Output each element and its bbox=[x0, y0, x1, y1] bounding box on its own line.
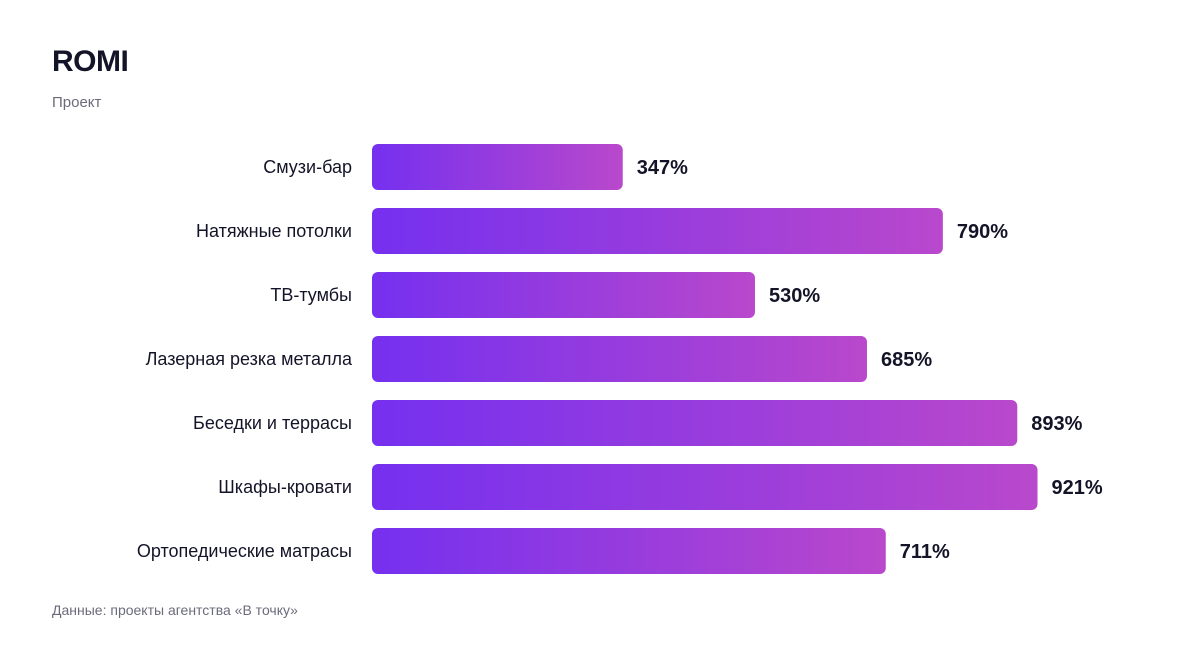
bar bbox=[372, 400, 1018, 446]
value-label: 790% bbox=[957, 221, 1008, 243]
category-label: Беседки и террасы bbox=[193, 413, 352, 433]
category-label: Лазерная резка металла bbox=[146, 349, 353, 369]
bar bbox=[372, 144, 623, 190]
value-label: 893% bbox=[1031, 413, 1082, 435]
bar bbox=[372, 464, 1038, 510]
category-label: Смузи-бар bbox=[263, 157, 352, 177]
category-label: Шкафы-кровати bbox=[218, 477, 352, 497]
value-label: 530% bbox=[769, 285, 820, 307]
value-label: 347% bbox=[637, 157, 688, 179]
chart-title: ROMI bbox=[52, 45, 129, 78]
bar bbox=[372, 272, 755, 318]
bars-group: Смузи-бар 347% Натяжные потолки 790% ТВ-тумб… bbox=[137, 144, 1103, 574]
bar bbox=[372, 208, 943, 254]
bar bbox=[372, 528, 886, 574]
category-label: Ортопедические матрасы bbox=[137, 541, 352, 561]
bar bbox=[372, 336, 867, 382]
value-label: 711% bbox=[900, 541, 950, 563]
value-label: 921% bbox=[1052, 477, 1103, 499]
chart-subtitle: Проект bbox=[52, 94, 102, 111]
category-label: ТВ-тумбы bbox=[270, 285, 352, 305]
data-source-note: Данные: проекты агентства «В точку» bbox=[52, 602, 298, 618]
value-label: 685% bbox=[881, 349, 932, 371]
category-label: Натяжные потолки bbox=[196, 221, 352, 241]
